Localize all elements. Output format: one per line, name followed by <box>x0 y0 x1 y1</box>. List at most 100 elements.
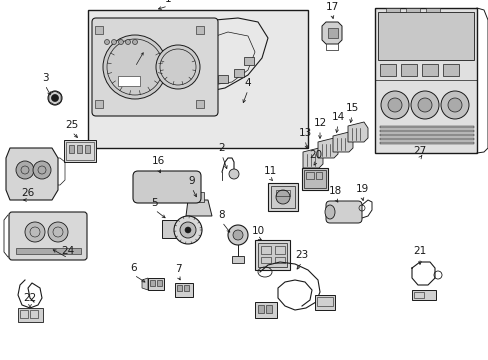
Circle shape <box>51 94 59 102</box>
Circle shape <box>440 91 468 119</box>
Bar <box>261 257 270 263</box>
Bar <box>150 280 155 286</box>
Circle shape <box>380 91 408 119</box>
Bar <box>385 8 399 12</box>
Bar <box>64 140 96 162</box>
Bar <box>218 75 227 83</box>
Bar <box>77 145 82 153</box>
Bar <box>234 69 244 77</box>
Bar <box>314 295 334 310</box>
Bar <box>400 64 416 76</box>
Text: 2: 2 <box>218 143 225 153</box>
Bar <box>379 134 473 136</box>
Text: 22: 22 <box>23 293 37 303</box>
Bar <box>274 257 285 263</box>
Text: 25: 25 <box>65 120 79 130</box>
Text: 12: 12 <box>313 118 326 128</box>
Bar <box>175 283 193 297</box>
Bar <box>267 183 297 211</box>
Text: 8: 8 <box>218 210 225 220</box>
Text: 7: 7 <box>174 264 181 274</box>
Bar <box>18 308 43 322</box>
Circle shape <box>410 91 438 119</box>
Bar <box>379 64 395 76</box>
Bar <box>274 246 285 254</box>
Text: 10: 10 <box>251 226 264 236</box>
Polygon shape <box>303 148 323 168</box>
Circle shape <box>125 40 130 45</box>
Bar <box>183 285 189 291</box>
Bar <box>95 100 103 108</box>
Polygon shape <box>347 122 367 142</box>
Polygon shape <box>321 22 341 44</box>
Bar <box>374 8 476 153</box>
Text: 15: 15 <box>345 103 358 113</box>
Bar <box>442 64 458 76</box>
Circle shape <box>275 190 289 204</box>
Text: 13: 13 <box>298 128 311 138</box>
Text: 20: 20 <box>309 150 322 160</box>
Circle shape <box>227 225 247 245</box>
Circle shape <box>118 40 123 45</box>
Bar <box>305 172 313 179</box>
Bar <box>425 8 439 12</box>
Circle shape <box>447 98 461 112</box>
Text: 6: 6 <box>130 263 137 273</box>
Bar <box>95 26 103 34</box>
Bar <box>66 142 94 160</box>
Circle shape <box>184 227 191 233</box>
Text: 26: 26 <box>21 188 35 198</box>
Bar <box>192 192 203 202</box>
Text: 3: 3 <box>41 73 48 83</box>
Circle shape <box>104 40 109 45</box>
Circle shape <box>156 45 200 89</box>
Bar <box>196 100 203 108</box>
Circle shape <box>174 216 202 244</box>
Bar <box>379 130 473 132</box>
Bar <box>148 278 163 290</box>
Circle shape <box>48 222 68 242</box>
Text: 17: 17 <box>325 2 338 12</box>
Circle shape <box>387 98 401 112</box>
Polygon shape <box>6 148 58 200</box>
Polygon shape <box>332 132 352 152</box>
Bar <box>254 240 289 270</box>
Bar <box>327 28 337 38</box>
Bar <box>421 64 437 76</box>
Bar <box>118 76 140 86</box>
Bar <box>377 12 473 60</box>
Circle shape <box>180 222 196 238</box>
Bar <box>88 10 307 148</box>
Text: 16: 16 <box>151 156 164 166</box>
Bar <box>30 310 38 318</box>
Bar <box>304 170 325 188</box>
Text: 4: 4 <box>244 78 251 88</box>
Text: 14: 14 <box>331 112 344 122</box>
Circle shape <box>111 40 116 45</box>
Bar <box>254 302 276 318</box>
Circle shape <box>132 40 137 45</box>
Bar <box>244 57 253 65</box>
Bar <box>177 285 182 291</box>
Text: 27: 27 <box>412 146 426 156</box>
Circle shape <box>228 169 239 179</box>
FancyBboxPatch shape <box>92 18 218 116</box>
Circle shape <box>103 35 167 99</box>
Text: 11: 11 <box>263 166 276 176</box>
Bar <box>315 172 321 179</box>
Bar <box>258 305 264 313</box>
Text: 19: 19 <box>355 184 368 194</box>
Bar <box>302 168 327 190</box>
Polygon shape <box>142 278 148 290</box>
Bar <box>157 280 162 286</box>
Bar <box>69 145 74 153</box>
Circle shape <box>16 161 34 179</box>
Bar <box>379 138 473 140</box>
Text: 18: 18 <box>328 186 341 196</box>
Bar <box>316 297 332 306</box>
Bar <box>405 8 419 12</box>
Bar <box>85 145 90 153</box>
Circle shape <box>25 222 45 242</box>
Text: 23: 23 <box>295 250 308 260</box>
Bar <box>413 292 423 298</box>
